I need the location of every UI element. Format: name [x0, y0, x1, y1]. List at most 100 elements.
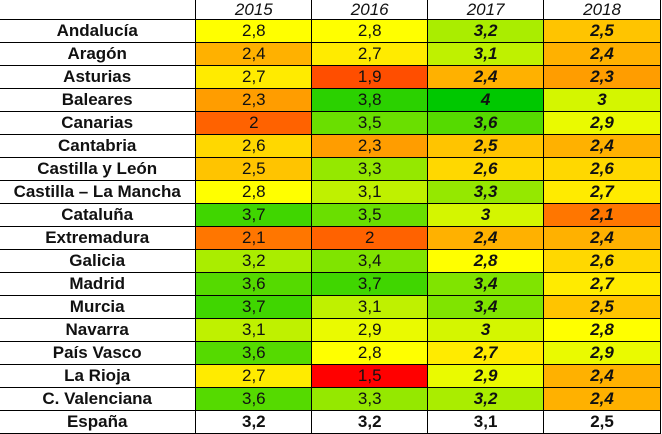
value-cell: 2,3 — [543, 65, 661, 89]
table-row: Andalucía 2,8 2,8 3,2 2,5 — [0, 19, 661, 43]
table-row: Navarra 3,1 2,9 3 2,8 — [0, 318, 661, 342]
value-cell: 2,5 — [543, 410, 661, 434]
value-cell: 2,4 — [427, 226, 545, 250]
region-name: País Vasco — [0, 341, 197, 365]
total-row: España 3,2 3,2 3,1 2,5 — [0, 410, 661, 434]
value-cell: 2,7 — [427, 341, 545, 365]
value-cell: 3,3 — [311, 387, 429, 411]
value-cell: 3,2 — [195, 410, 313, 434]
value-cell: 2 — [195, 111, 313, 135]
table-row: Madrid 3,6 3,7 3,4 2,7 — [0, 272, 661, 296]
corner-cell — [0, 0, 197, 20]
table-row: La Rioja 2,7 1,5 2,9 2,4 — [0, 364, 661, 388]
value-cell: 3,1 — [311, 180, 429, 204]
value-cell: 3,7 — [195, 295, 313, 319]
value-cell: 3,5 — [311, 111, 429, 135]
region-name: Cantabria — [0, 134, 197, 158]
value-cell: 2,9 — [543, 111, 661, 135]
region-name: Navarra — [0, 318, 197, 342]
table-row: Aragón 2,4 2,7 3,1 2,4 — [0, 42, 661, 66]
value-cell: 2,5 — [195, 157, 313, 181]
region-name: Cataluña — [0, 203, 197, 227]
value-cell: 3,2 — [311, 410, 429, 434]
region-name: Galicia — [0, 249, 197, 273]
table-row: Extremadura 2,1 2 2,4 2,4 — [0, 226, 661, 250]
value-cell: 3,4 — [311, 249, 429, 273]
region-name: Asturias — [0, 65, 197, 89]
value-cell: 3,6 — [195, 387, 313, 411]
value-cell: 2,8 — [195, 180, 313, 204]
value-cell: 2,6 — [543, 249, 661, 273]
value-cell: 2,6 — [195, 134, 313, 158]
table-row: C. Valenciana 3,6 3,3 3,2 2,4 — [0, 387, 661, 411]
value-cell: 3,2 — [427, 19, 545, 43]
header-row: 2015 2016 2017 2018 — [0, 0, 661, 20]
year-header: 2015 — [195, 0, 313, 20]
value-cell: 3,2 — [195, 249, 313, 273]
value-cell: 2,8 — [311, 341, 429, 365]
value-cell: 4 — [427, 88, 545, 112]
value-cell: 2,7 — [195, 364, 313, 388]
value-cell: 2,5 — [543, 295, 661, 319]
table-row: Castilla y León 2,5 3,3 2,6 2,6 — [0, 157, 661, 181]
value-cell: 2,4 — [543, 364, 661, 388]
region-name: España — [0, 410, 197, 434]
value-cell: 3,3 — [427, 180, 545, 204]
table-row: Canarias 2 3,5 3,6 2,9 — [0, 111, 661, 135]
value-cell: 2,7 — [311, 42, 429, 66]
value-cell: 2,9 — [311, 318, 429, 342]
region-name: Aragón — [0, 42, 197, 66]
value-cell: 2,5 — [427, 134, 545, 158]
value-cell: 2 — [311, 226, 429, 250]
value-cell: 2,1 — [543, 203, 661, 227]
value-cell: 3,3 — [311, 157, 429, 181]
value-cell: 2,9 — [427, 364, 545, 388]
value-cell: 2,3 — [195, 88, 313, 112]
value-cell: 3,1 — [427, 42, 545, 66]
table-row: Cantabria 2,6 2,3 2,5 2,4 — [0, 134, 661, 158]
table-row: Murcia 3,7 3,1 3,4 2,5 — [0, 295, 661, 319]
value-cell: 3,8 — [311, 88, 429, 112]
region-name: Castilla – La Mancha — [0, 180, 197, 204]
value-cell: 3,6 — [195, 341, 313, 365]
region-name: La Rioja — [0, 364, 197, 388]
value-cell: 2,7 — [543, 180, 661, 204]
table-row: Baleares 2,3 3,8 4 3 — [0, 88, 661, 112]
value-cell: 2,5 — [543, 19, 661, 43]
value-cell: 2,7 — [543, 272, 661, 296]
value-cell: 3,4 — [427, 295, 545, 319]
region-name: Andalucía — [0, 19, 197, 43]
value-cell: 3,7 — [311, 272, 429, 296]
value-cell: 2,4 — [543, 387, 661, 411]
value-cell: 3,5 — [311, 203, 429, 227]
year-header: 2018 — [543, 0, 661, 20]
table-row: Cataluña 3,7 3,5 3 2,1 — [0, 203, 661, 227]
value-cell: 2,4 — [543, 226, 661, 250]
value-cell: 3,6 — [195, 272, 313, 296]
region-name: C. Valenciana — [0, 387, 197, 411]
value-cell: 2,4 — [543, 42, 661, 66]
value-cell: 2,4 — [195, 42, 313, 66]
table-row: Asturias 2,7 1,9 2,4 2,3 — [0, 65, 661, 89]
region-name: Murcia — [0, 295, 197, 319]
year-header: 2017 — [427, 0, 545, 20]
value-cell: 2,8 — [311, 19, 429, 43]
table-row: Castilla – La Mancha 2,8 3,1 3,3 2,7 — [0, 180, 661, 204]
value-cell: 3,1 — [195, 318, 313, 342]
year-header: 2016 — [311, 0, 429, 20]
table-row: País Vasco 3,6 2,8 2,7 2,9 — [0, 341, 661, 365]
value-cell: 3,2 — [427, 387, 545, 411]
region-name: Canarias — [0, 111, 197, 135]
value-cell: 2,9 — [543, 341, 661, 365]
value-cell: 2,7 — [195, 65, 313, 89]
value-cell: 3,4 — [427, 272, 545, 296]
region-name: Madrid — [0, 272, 197, 296]
value-cell: 3,6 — [427, 111, 545, 135]
value-cell: 3 — [427, 203, 545, 227]
value-cell: 2,6 — [427, 157, 545, 181]
value-cell: 2,1 — [195, 226, 313, 250]
value-cell: 2,4 — [543, 134, 661, 158]
value-cell: 2,3 — [311, 134, 429, 158]
region-name: Castilla y León — [0, 157, 197, 181]
